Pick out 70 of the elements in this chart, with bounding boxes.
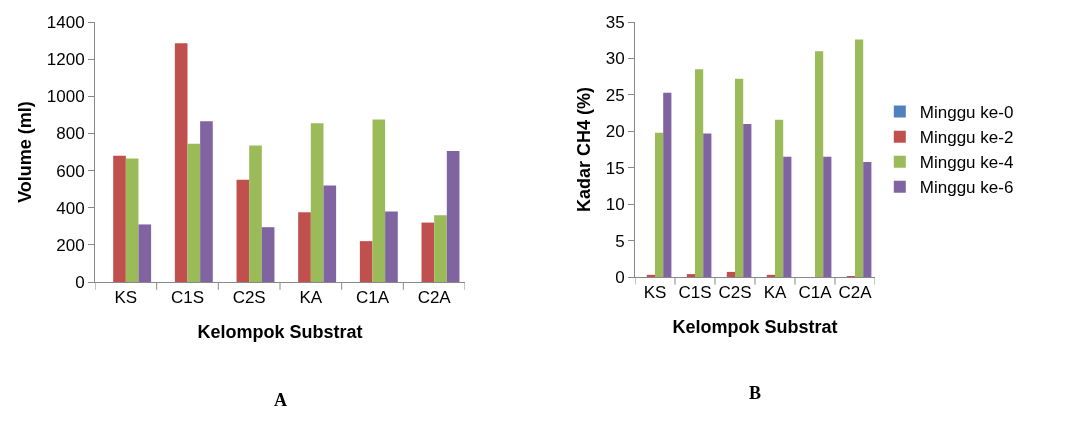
bar (446, 151, 460, 282)
bar (421, 222, 435, 282)
bar (775, 119, 784, 277)
x-tick-label: C1A (798, 283, 833, 303)
y-tick-label: 200 (56, 235, 85, 255)
y-axis-title: Volume (ml) (14, 101, 35, 203)
text: B (749, 383, 762, 403)
bar (372, 119, 386, 282)
bar (434, 215, 447, 282)
legend-label: Minggu ke-2 (919, 128, 1014, 148)
y-tick-label: 0 (615, 267, 625, 287)
bar (187, 143, 201, 282)
x-tick-label: KA (299, 288, 323, 308)
bar (138, 224, 152, 282)
bar (735, 78, 744, 277)
x-axis-title: Kelompok Substrat (197, 321, 363, 342)
legend-label: Minggu ke-6 (919, 178, 1014, 198)
bar (249, 145, 262, 282)
bar (663, 92, 672, 277)
bar (113, 155, 126, 282)
bar (695, 69, 704, 277)
x-tick-label: C2A (838, 283, 873, 303)
bar (200, 121, 213, 282)
y-tick-label: 0 (75, 272, 85, 292)
bar (125, 158, 139, 282)
bar (655, 132, 664, 277)
y-tick-label: 20 (605, 122, 625, 142)
bar (236, 179, 250, 282)
bar (174, 43, 188, 282)
legend-label: Minggu ke-4 (919, 153, 1014, 173)
y-tick-label: 15 (605, 158, 625, 178)
bar (359, 241, 373, 282)
x-tick-label: C1A (355, 288, 390, 308)
bar (855, 39, 864, 277)
bar (743, 124, 752, 277)
x-tick-label: C1S (678, 283, 712, 303)
y-axis-title: Kadar CH4 (%) (573, 86, 594, 213)
y-tick-label: 1400 (46, 12, 85, 32)
bar (385, 211, 398, 282)
x-tick-label: KS (643, 283, 667, 303)
bar (783, 156, 792, 277)
bar (298, 212, 311, 282)
y-tick-label: 10 (605, 195, 625, 215)
bar (310, 123, 324, 282)
y-tick-label: 25 (605, 85, 625, 105)
x-axis-title: Kelompok Substrat (672, 316, 838, 337)
bar (261, 227, 275, 282)
y-tick-label: 35 (605, 12, 625, 32)
y-tick-label: 1000 (46, 87, 85, 107)
x-tick-label: C2S (232, 288, 266, 308)
bar (863, 161, 872, 277)
y-tick-label: 30 (605, 49, 625, 69)
x-tick-label: KS (114, 288, 138, 308)
legend-label: Minggu ke-0 (919, 103, 1014, 123)
bar (703, 133, 712, 277)
x-tick-label: C2A (417, 288, 452, 308)
x-tick-label: C1S (170, 288, 205, 308)
y-tick-label: 5 (615, 231, 625, 251)
y-tick-label: 800 (56, 124, 85, 144)
x-tick-label: C2S (718, 283, 752, 303)
x-tick-label: KA (763, 283, 787, 303)
text: A (274, 390, 287, 410)
bar (726, 271, 735, 277)
bar (823, 156, 832, 277)
y-tick-label: 600 (56, 161, 85, 181)
bar (323, 185, 337, 282)
bar (815, 51, 824, 277)
y-tick-label: 1200 (46, 50, 85, 70)
bar (686, 274, 695, 277)
y-tick-label: 400 (56, 198, 85, 218)
